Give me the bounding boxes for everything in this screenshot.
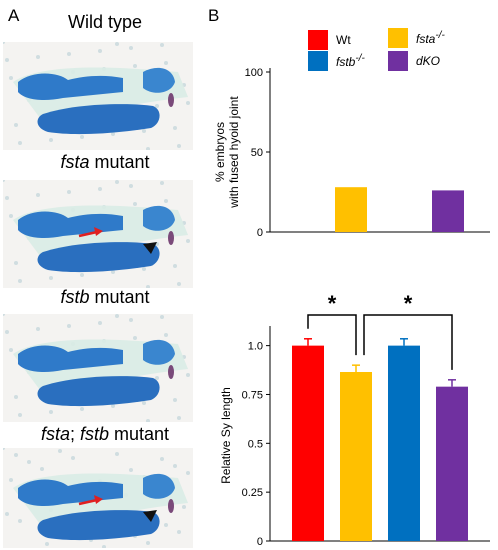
photo-title-double-mutant: fsta; fstb mutant bbox=[40, 424, 170, 444]
legend-item-wt: Wt bbox=[308, 30, 351, 50]
legend-item-dko: dKO bbox=[388, 51, 440, 71]
photo-title-fstb-mutant: fstb mutant bbox=[60, 287, 150, 307]
photo-title-wild-type: Wild type bbox=[67, 12, 143, 32]
legend-item-fsta: fsta-/- bbox=[388, 28, 445, 48]
bar-fsta-/- bbox=[335, 187, 367, 232]
y-tick-label: 0.5 bbox=[248, 438, 263, 450]
bar-fsta-/- bbox=[340, 372, 372, 541]
black-arrowhead-icon bbox=[143, 242, 157, 254]
y-axis-label: % embryos bbox=[213, 122, 227, 182]
legend-label: fsta-/- bbox=[416, 30, 445, 46]
legend-swatch bbox=[388, 28, 408, 48]
significance-bracket bbox=[363, 314, 453, 370]
cartilage-drawing bbox=[3, 42, 190, 150]
significance-bracket bbox=[307, 314, 357, 356]
y-tick-label: 0.25 bbox=[242, 487, 263, 499]
y-tick-label: 0 bbox=[257, 536, 263, 548]
panel-a-letter: A bbox=[8, 6, 20, 25]
y-axis-label: with fused hyoid joint bbox=[227, 96, 241, 209]
red-arrow-icon bbox=[78, 495, 103, 506]
photo-title-fsta-mutant: fsta mutant bbox=[60, 152, 150, 172]
legend-swatch bbox=[308, 51, 328, 71]
y-tick-label: 0.75 bbox=[242, 389, 263, 401]
y-tick-label: 1.0 bbox=[248, 341, 263, 353]
y-tick-label: 50 bbox=[251, 147, 263, 159]
y-tick-label: 100 bbox=[245, 67, 263, 79]
legend-swatch bbox=[388, 51, 408, 71]
photo-wild-type bbox=[3, 42, 193, 150]
bar-Wt bbox=[292, 345, 324, 541]
bar-dKO bbox=[436, 386, 468, 541]
legend-item-fstb: fstb-/- bbox=[308, 51, 365, 71]
black-arrowhead-icon bbox=[143, 510, 157, 522]
photo-double-mutant bbox=[3, 448, 193, 548]
photo-fstb-mutant bbox=[3, 314, 193, 422]
panel-b-letter: B bbox=[208, 6, 220, 25]
red-arrow-icon bbox=[78, 227, 103, 238]
y-tick-label: 0 bbox=[257, 227, 263, 239]
y-axis-label: Relative Sy length bbox=[219, 387, 233, 484]
bar-fstb-/- bbox=[388, 345, 420, 541]
significance-star: * bbox=[404, 291, 413, 316]
photo-fsta-mutant bbox=[3, 180, 193, 288]
legend-label: dKO bbox=[416, 54, 441, 68]
bar-dKO bbox=[432, 190, 464, 232]
cartilage-drawing bbox=[3, 314, 190, 422]
legend-label: fstb-/- bbox=[336, 53, 365, 69]
legend-swatch bbox=[308, 30, 328, 50]
significance-star: * bbox=[328, 291, 337, 316]
legend-label: Wt bbox=[336, 33, 351, 47]
